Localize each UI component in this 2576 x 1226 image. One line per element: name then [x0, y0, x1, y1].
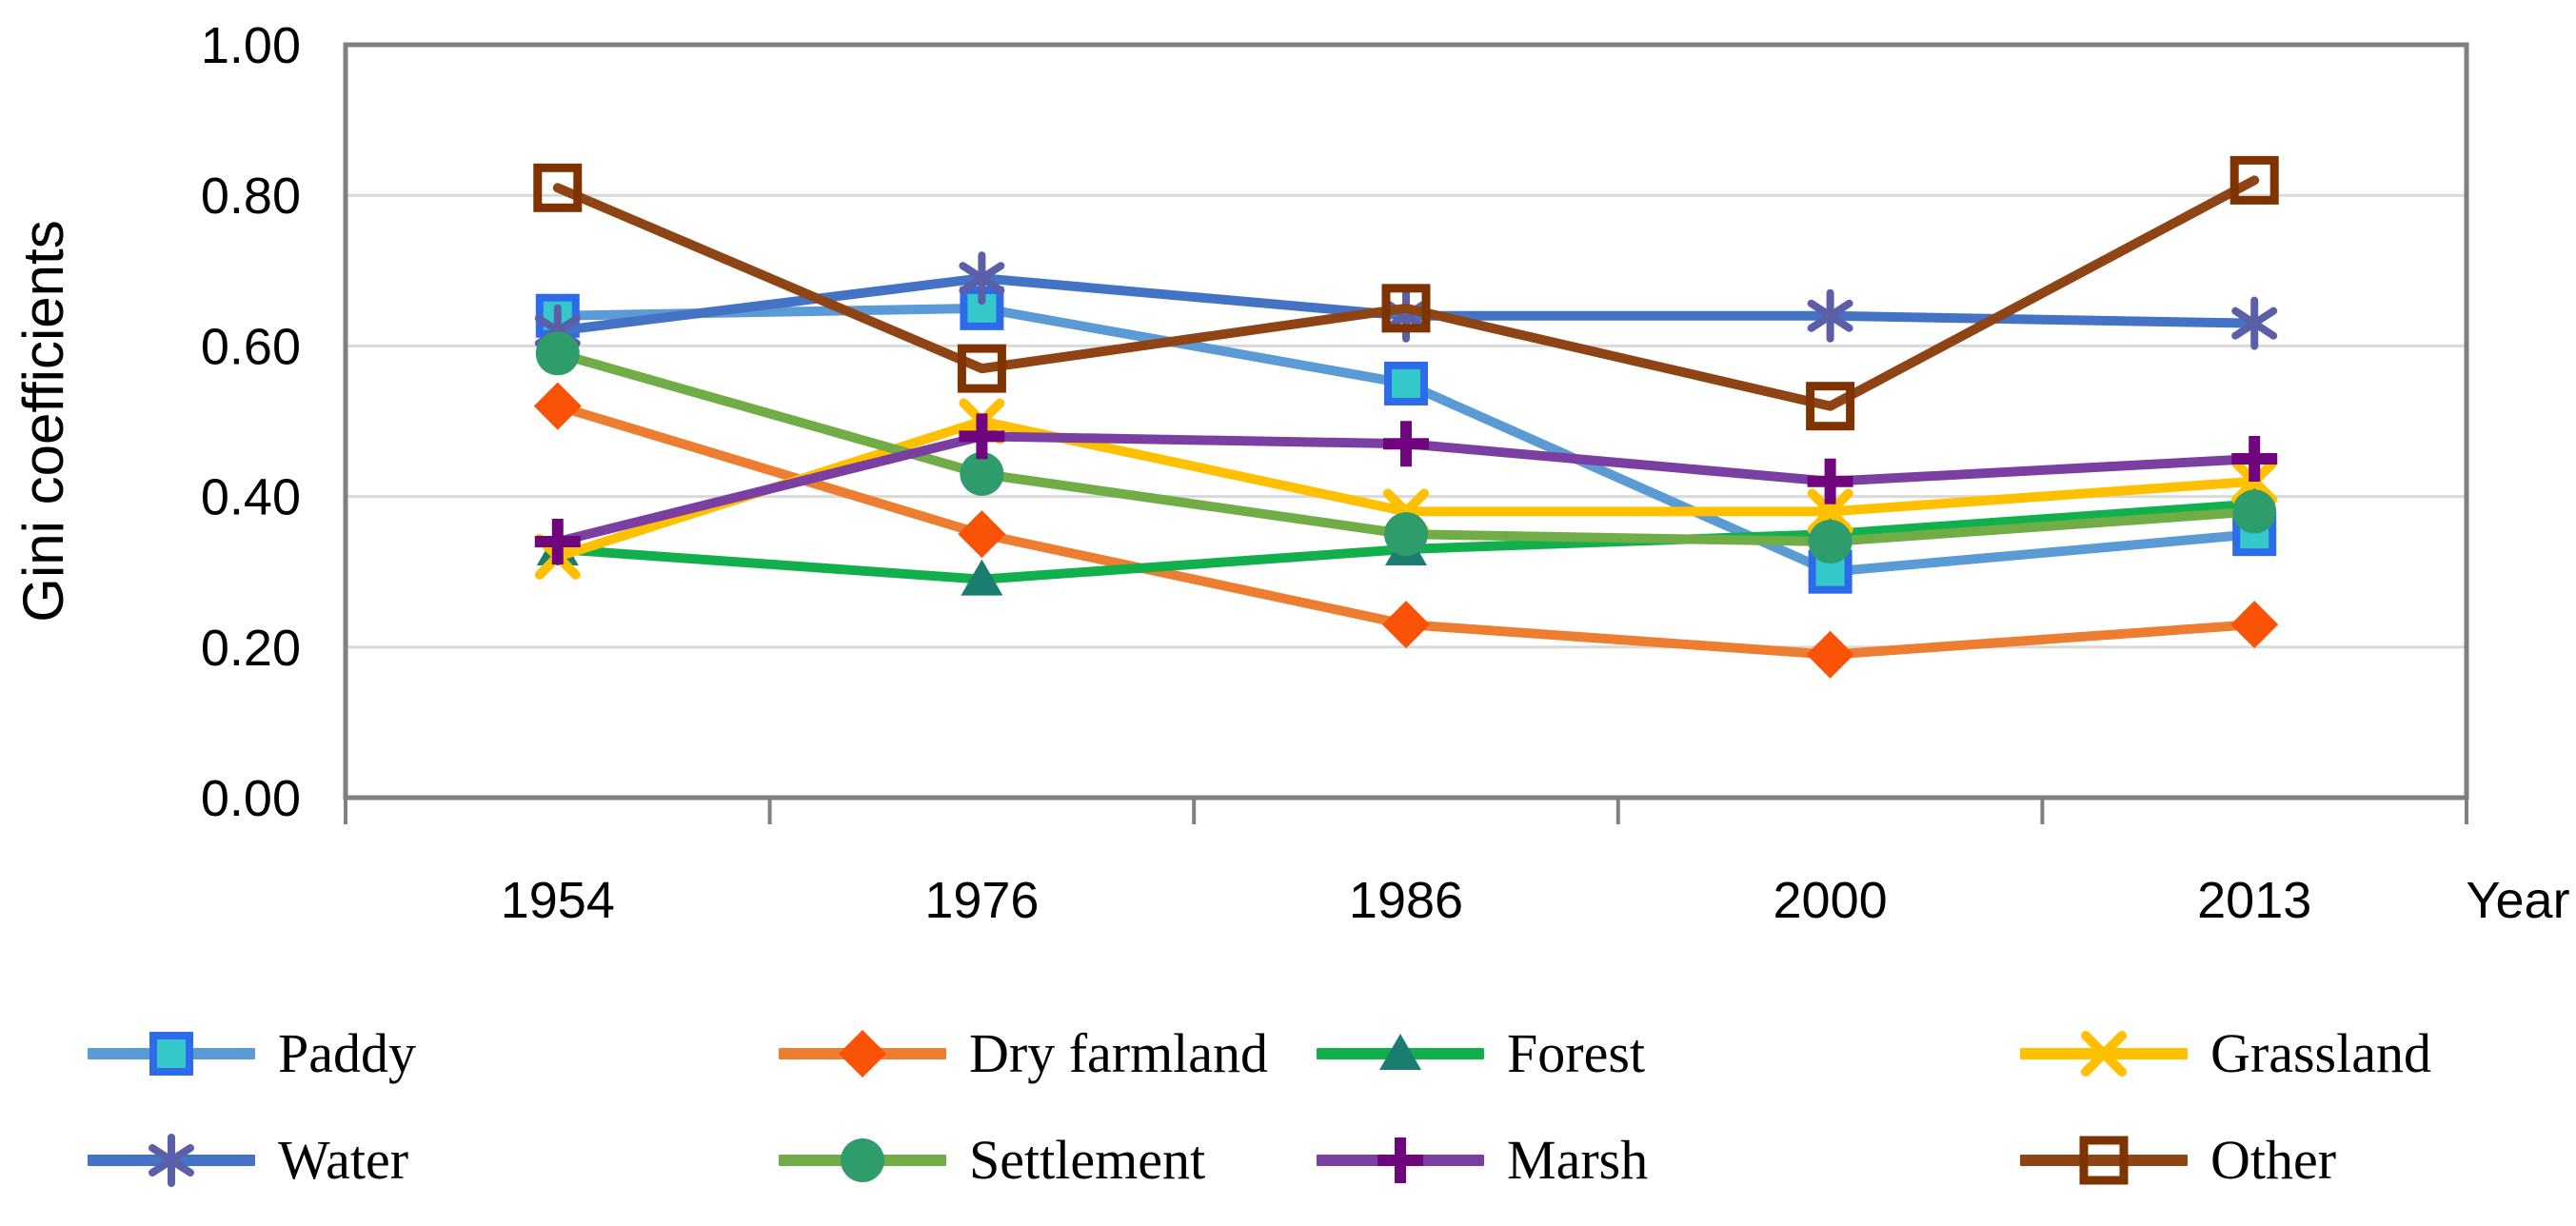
- legend-marker-other: [2016, 1126, 2191, 1195]
- series-other-marker: [957, 344, 1006, 393]
- y-axis-title: Gini coefficients: [11, 220, 75, 622]
- series-marsh-marker: [2231, 436, 2278, 483]
- series-marsh-marker: [1807, 458, 1853, 504]
- legend-marker-marsh: [1313, 1126, 1488, 1195]
- legend-glyph-dry-farmland: [839, 1030, 886, 1078]
- x-tick-label: 1986: [1349, 872, 1463, 929]
- plot-border: [343, 42, 2469, 801]
- series-dry-farmland-marker: [1382, 601, 1430, 649]
- legend-swatch-forest: [1313, 1034, 1488, 1070]
- series-dry-farmland-marker: [958, 510, 1006, 559]
- series-dry-farmland-marker: [2230, 601, 2279, 649]
- legend-item-water: Water: [84, 1126, 409, 1195]
- series-forest-marker: [961, 559, 1003, 596]
- legend-marker-paddy: [84, 1019, 259, 1088]
- legend-glyph-water: [149, 1134, 194, 1187]
- legend-item-paddy: Paddy: [84, 1019, 416, 1088]
- series-other-marker: [1381, 284, 1431, 333]
- y-tick-label: 0.60: [201, 318, 301, 375]
- legend-marker-grassland: [2016, 1019, 2191, 1088]
- legend-label-grassland: Grassland: [2210, 1022, 2431, 1084]
- legend-swatch-water: [84, 1134, 259, 1187]
- series-paddy-marker: [1384, 361, 1428, 405]
- series-other-marker: [2229, 155, 2279, 205]
- y-tick-label: 0.40: [201, 469, 301, 526]
- series-water-marker: [2231, 296, 2278, 350]
- legend-item-marsh: Marsh: [1313, 1126, 1649, 1195]
- series-other-marker: [533, 163, 583, 212]
- x-tick-label: 2013: [2197, 872, 2311, 929]
- legend-marker-dry-farmland: [775, 1019, 950, 1088]
- legend-item-settlement: Settlement: [775, 1126, 1206, 1195]
- series-water-marker: [959, 251, 1005, 306]
- legend-label-water: Water: [278, 1129, 409, 1191]
- legend-swatch-settlement: [775, 1138, 950, 1182]
- legend-label-dry-farmland: Dry farmland: [969, 1022, 1269, 1084]
- series-settlement-marker: [2232, 489, 2277, 534]
- gini-line-chart: 0.00 0.20 0.40 0.60 0.80 1.00 1954 1976 1986 2000…: [11, 17, 2570, 929]
- legend-swatch-marsh: [1313, 1137, 1488, 1183]
- legend-marker-forest: [1313, 1019, 1488, 1088]
- legend-swatch-other: [2016, 1136, 2191, 1185]
- legend-item-forest: Forest: [1313, 1019, 1645, 1088]
- legend-glyph-forest: [1379, 1034, 1421, 1070]
- x-tick-label: 1954: [501, 872, 615, 929]
- legend-item-grassland: Grassland: [2016, 1019, 2431, 1088]
- legend-swatch-dry-farmland: [775, 1030, 950, 1078]
- legend-label-paddy: Paddy: [278, 1022, 416, 1084]
- series-settlement-marker: [535, 331, 580, 376]
- series-settlement-marker: [960, 451, 1004, 496]
- legend-swatch-grassland: [2016, 1031, 2191, 1077]
- x-tick-label: 2000: [1773, 872, 1888, 929]
- legend-glyph-settlement: [841, 1138, 884, 1182]
- series-dry-farmland-marker: [1806, 630, 1854, 679]
- legend-swatch-paddy: [84, 1032, 259, 1076]
- legend-label-forest: Forest: [1507, 1022, 1645, 1084]
- y-tick-label: 1.00: [201, 17, 301, 74]
- legend-marker-settlement: [775, 1126, 950, 1195]
- legend-glyph-marsh: [1377, 1137, 1423, 1183]
- legend-item-dry-farmland: Dry farmland: [775, 1019, 1269, 1088]
- series-settlement-marker: [1808, 520, 1853, 564]
- legend-glyph-paddy: [149, 1032, 193, 1076]
- x-axis-title: Year: [2466, 872, 2569, 929]
- legend-glyph-other: [2079, 1136, 2129, 1185]
- x-tick-label: 1976: [924, 872, 1039, 929]
- y-tick-label: 0.20: [201, 620, 301, 677]
- legend-label-other: Other: [2210, 1129, 2337, 1191]
- y-tick-label: 0.00: [201, 770, 301, 827]
- legend-label-settlement: Settlement: [969, 1129, 1206, 1191]
- series-marsh-marker: [534, 519, 581, 565]
- series-dry-farmland-marker: [533, 382, 582, 430]
- legend-item-other: Other: [2016, 1126, 2337, 1195]
- series-settlement-marker: [1384, 512, 1428, 557]
- legend-glyph-grassland: [2081, 1031, 2127, 1077]
- y-tick-label: 0.80: [201, 168, 301, 225]
- legend-marker-water: [84, 1126, 259, 1195]
- series-other-line: [552, 175, 2260, 411]
- series-marsh-marker: [959, 413, 1005, 460]
- series-marsh-marker: [1383, 421, 1429, 467]
- series-other-marker: [1806, 382, 1855, 431]
- legend-label-marsh: Marsh: [1507, 1129, 1649, 1191]
- series-water-marker: [1807, 288, 1853, 343]
